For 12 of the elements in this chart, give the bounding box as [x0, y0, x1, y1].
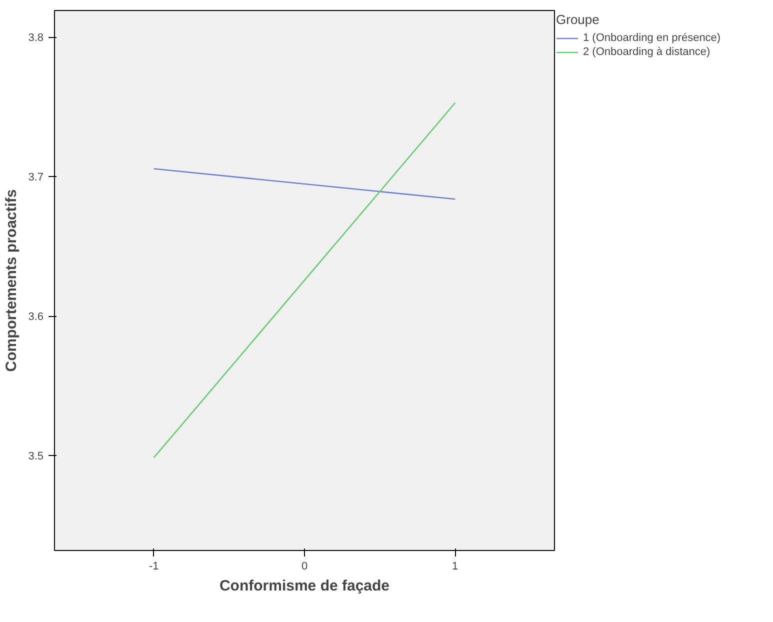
- y-tick-label: 3.6: [28, 311, 44, 324]
- x-tick-label: -1: [149, 560, 159, 572]
- legend-label: 2 (Onboarding à distance): [583, 46, 710, 58]
- legend-label: 1 (Onboarding en présence): [583, 32, 721, 44]
- y-tick-label: 3.5: [28, 450, 44, 463]
- y-axis-title: Comportements proactifs: [3, 189, 20, 372]
- x-tick-label: 1: [452, 560, 458, 572]
- y-tick-label: 3.7: [28, 172, 44, 184]
- x-tick-label: 0: [301, 560, 308, 572]
- x-axis-title: Conformisme de façade: [219, 578, 390, 594]
- legend-title: Groupe: [556, 12, 600, 27]
- y-tick-label: 3.8: [28, 32, 44, 44]
